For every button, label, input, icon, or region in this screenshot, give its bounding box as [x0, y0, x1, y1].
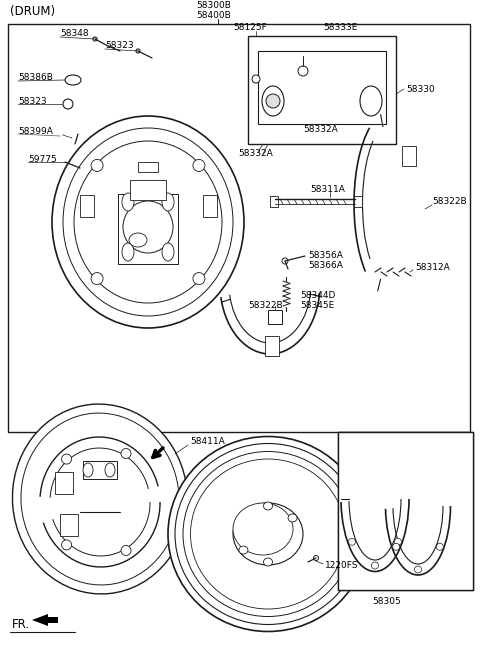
Circle shape	[136, 49, 140, 53]
Circle shape	[313, 555, 319, 560]
Ellipse shape	[105, 463, 115, 477]
Polygon shape	[32, 614, 58, 626]
Ellipse shape	[63, 128, 233, 316]
Text: 58305: 58305	[372, 598, 401, 606]
Text: 58330: 58330	[406, 84, 435, 94]
Circle shape	[193, 273, 205, 284]
Ellipse shape	[233, 503, 303, 565]
Text: 59775: 59775	[28, 154, 57, 164]
Text: 58348: 58348	[60, 29, 89, 39]
Bar	[270, 196, 278, 207]
Ellipse shape	[162, 193, 174, 211]
Circle shape	[348, 538, 356, 545]
Text: 58399A: 58399A	[18, 126, 53, 135]
Ellipse shape	[74, 141, 222, 303]
Text: (DRUM): (DRUM)	[10, 5, 55, 18]
Ellipse shape	[65, 75, 81, 85]
Ellipse shape	[262, 86, 284, 116]
Ellipse shape	[239, 546, 248, 554]
Bar	[138, 162, 158, 172]
Bar	[402, 146, 416, 166]
Circle shape	[121, 449, 131, 458]
Ellipse shape	[122, 193, 134, 211]
Text: 58323: 58323	[18, 97, 47, 105]
Text: 58344D: 58344D	[300, 292, 336, 300]
Text: 58300B: 58300B	[196, 1, 231, 10]
Bar	[338, 432, 473, 590]
Text: 58322B: 58322B	[432, 198, 467, 207]
Bar	[354, 196, 362, 207]
Ellipse shape	[264, 502, 273, 510]
Circle shape	[61, 540, 72, 550]
Ellipse shape	[183, 451, 353, 617]
Bar	[8, 24, 470, 432]
Text: 58366A: 58366A	[308, 262, 343, 271]
Text: 58332A: 58332A	[238, 150, 273, 158]
Ellipse shape	[360, 86, 382, 116]
Text: 58400B: 58400B	[196, 12, 231, 20]
Circle shape	[91, 160, 103, 171]
Text: 58125F: 58125F	[233, 24, 267, 33]
Ellipse shape	[233, 503, 293, 555]
Ellipse shape	[83, 463, 93, 477]
Ellipse shape	[21, 413, 179, 585]
Text: 58332A: 58332A	[303, 124, 338, 133]
Circle shape	[395, 538, 401, 545]
Bar	[83, 461, 117, 479]
Circle shape	[91, 273, 103, 284]
Circle shape	[415, 566, 421, 573]
Bar	[265, 336, 279, 356]
Bar	[80, 195, 94, 217]
Circle shape	[252, 75, 260, 83]
Text: 58322B: 58322B	[248, 301, 283, 311]
Bar	[258, 51, 386, 124]
Circle shape	[63, 99, 73, 109]
Ellipse shape	[264, 558, 273, 566]
Text: 58333E: 58333E	[323, 24, 358, 33]
Circle shape	[61, 454, 72, 464]
Ellipse shape	[129, 233, 147, 247]
Text: 58345E: 58345E	[300, 301, 334, 311]
Circle shape	[266, 94, 280, 108]
Text: 58411A: 58411A	[190, 438, 225, 447]
Ellipse shape	[52, 116, 244, 328]
Circle shape	[298, 66, 308, 76]
Circle shape	[121, 545, 131, 555]
Ellipse shape	[12, 404, 188, 594]
Ellipse shape	[122, 243, 134, 261]
Circle shape	[93, 37, 97, 41]
Circle shape	[372, 562, 379, 569]
Circle shape	[193, 160, 205, 171]
Text: 58323: 58323	[105, 41, 133, 50]
Text: 58311A: 58311A	[310, 184, 345, 194]
Circle shape	[282, 258, 288, 264]
Bar	[203, 195, 217, 217]
Text: 58312A: 58312A	[415, 264, 450, 273]
Ellipse shape	[168, 436, 368, 632]
Ellipse shape	[162, 243, 174, 261]
Text: 1220FS: 1220FS	[325, 562, 359, 570]
Bar	[268, 310, 282, 324]
Bar	[248, 36, 396, 144]
Circle shape	[436, 543, 444, 550]
Ellipse shape	[123, 201, 173, 253]
Bar	[60, 514, 78, 536]
Text: 58356A: 58356A	[308, 252, 343, 260]
Bar	[55, 472, 73, 494]
Text: 58386B: 58386B	[18, 73, 53, 82]
Bar	[118, 194, 178, 264]
Bar	[130, 180, 166, 200]
Bar	[338, 432, 473, 590]
Ellipse shape	[191, 459, 346, 609]
Text: FR.: FR.	[12, 617, 30, 630]
Ellipse shape	[175, 443, 361, 625]
Ellipse shape	[288, 514, 297, 522]
Circle shape	[393, 543, 400, 550]
